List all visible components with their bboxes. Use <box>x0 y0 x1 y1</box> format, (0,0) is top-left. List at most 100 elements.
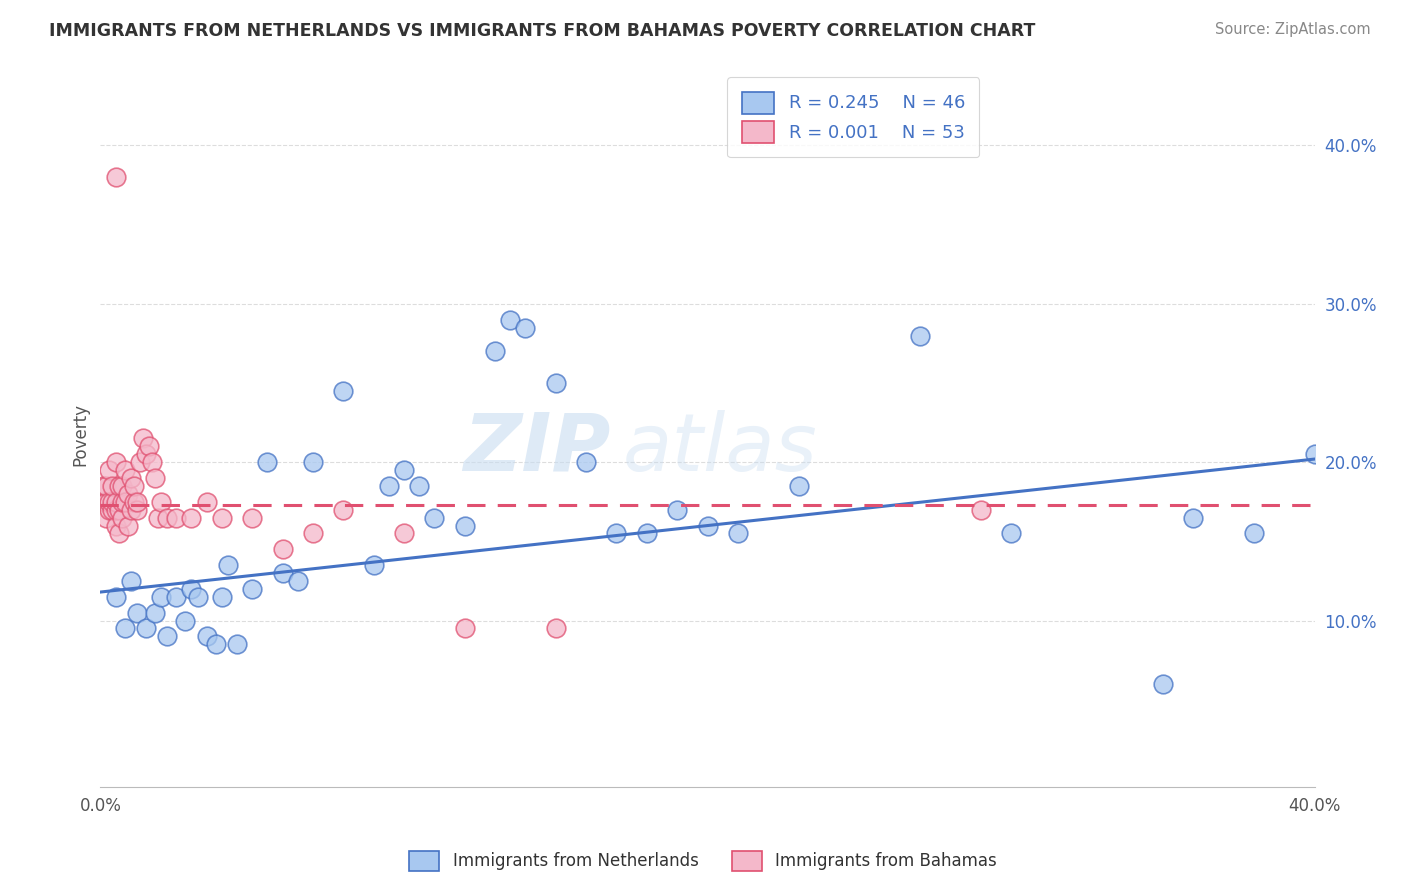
Text: IMMIGRANTS FROM NETHERLANDS VS IMMIGRANTS FROM BAHAMAS POVERTY CORRELATION CHART: IMMIGRANTS FROM NETHERLANDS VS IMMIGRANT… <box>49 22 1036 40</box>
Point <box>226 637 249 651</box>
Point <box>332 384 354 398</box>
Point <box>135 622 157 636</box>
Point <box>93 479 115 493</box>
Point <box>666 502 689 516</box>
Point <box>93 495 115 509</box>
Point <box>453 622 475 636</box>
Point <box>117 487 139 501</box>
Point <box>392 526 415 541</box>
Point <box>302 526 325 541</box>
Point <box>515 320 537 334</box>
Point <box>128 455 150 469</box>
Point <box>125 495 148 509</box>
Point <box>114 622 136 636</box>
Point <box>499 312 522 326</box>
Point <box>180 510 202 524</box>
Point <box>1000 526 1022 541</box>
Point <box>104 518 127 533</box>
Point <box>138 439 160 453</box>
Point <box>1303 447 1326 461</box>
Point <box>117 518 139 533</box>
Point <box>143 606 166 620</box>
Point <box>1182 510 1205 524</box>
Point <box>908 328 931 343</box>
Point <box>453 518 475 533</box>
Legend: Immigrants from Netherlands, Immigrants from Bahamas: Immigrants from Netherlands, Immigrants … <box>401 842 1005 880</box>
Point <box>96 510 118 524</box>
Point <box>98 495 121 509</box>
Point <box>101 495 124 509</box>
Point <box>240 510 263 524</box>
Point <box>104 170 127 185</box>
Point <box>104 495 127 509</box>
Point <box>271 542 294 557</box>
Point <box>120 574 142 588</box>
Text: ZIP: ZIP <box>463 409 610 488</box>
Point <box>110 510 132 524</box>
Text: atlas: atlas <box>623 409 817 488</box>
Point <box>125 606 148 620</box>
Point <box>122 479 145 493</box>
Point <box>544 622 567 636</box>
Point <box>544 376 567 390</box>
Point <box>125 502 148 516</box>
Point <box>104 455 127 469</box>
Point <box>408 479 430 493</box>
Point <box>423 510 446 524</box>
Point <box>787 479 810 493</box>
Point <box>240 582 263 596</box>
Point <box>141 455 163 469</box>
Point <box>195 629 218 643</box>
Point <box>211 510 233 524</box>
Point <box>180 582 202 596</box>
Point <box>104 502 127 516</box>
Point <box>195 495 218 509</box>
Point <box>636 526 658 541</box>
Y-axis label: Poverty: Poverty <box>72 403 89 466</box>
Point <box>970 502 993 516</box>
Point <box>696 518 718 533</box>
Point <box>135 447 157 461</box>
Point <box>204 637 226 651</box>
Point <box>114 463 136 477</box>
Point <box>727 526 749 541</box>
Point <box>156 629 179 643</box>
Point <box>104 590 127 604</box>
Point <box>575 455 598 469</box>
Point <box>1243 526 1265 541</box>
Point <box>186 590 208 604</box>
Point <box>217 558 239 573</box>
Point <box>256 455 278 469</box>
Point <box>143 471 166 485</box>
Point <box>332 502 354 516</box>
Point <box>165 590 187 604</box>
Point <box>1152 677 1174 691</box>
Point <box>165 510 187 524</box>
Point <box>107 526 129 541</box>
Point <box>363 558 385 573</box>
Point <box>98 502 121 516</box>
Point <box>96 479 118 493</box>
Point <box>132 432 155 446</box>
Point <box>174 614 197 628</box>
Point <box>110 479 132 493</box>
Point <box>156 510 179 524</box>
Point <box>101 502 124 516</box>
Point <box>287 574 309 588</box>
Point <box>271 566 294 580</box>
Point <box>392 463 415 477</box>
Point <box>150 495 173 509</box>
Text: Source: ZipAtlas.com: Source: ZipAtlas.com <box>1215 22 1371 37</box>
Point <box>110 495 132 509</box>
Point <box>211 590 233 604</box>
Point <box>122 495 145 509</box>
Point <box>150 590 173 604</box>
Point <box>120 502 142 516</box>
Point <box>98 463 121 477</box>
Legend: R = 0.245    N = 46, R = 0.001    N = 53: R = 0.245 N = 46, R = 0.001 N = 53 <box>727 77 980 157</box>
Point <box>101 479 124 493</box>
Point <box>302 455 325 469</box>
Point <box>114 495 136 509</box>
Point <box>378 479 401 493</box>
Point <box>484 344 506 359</box>
